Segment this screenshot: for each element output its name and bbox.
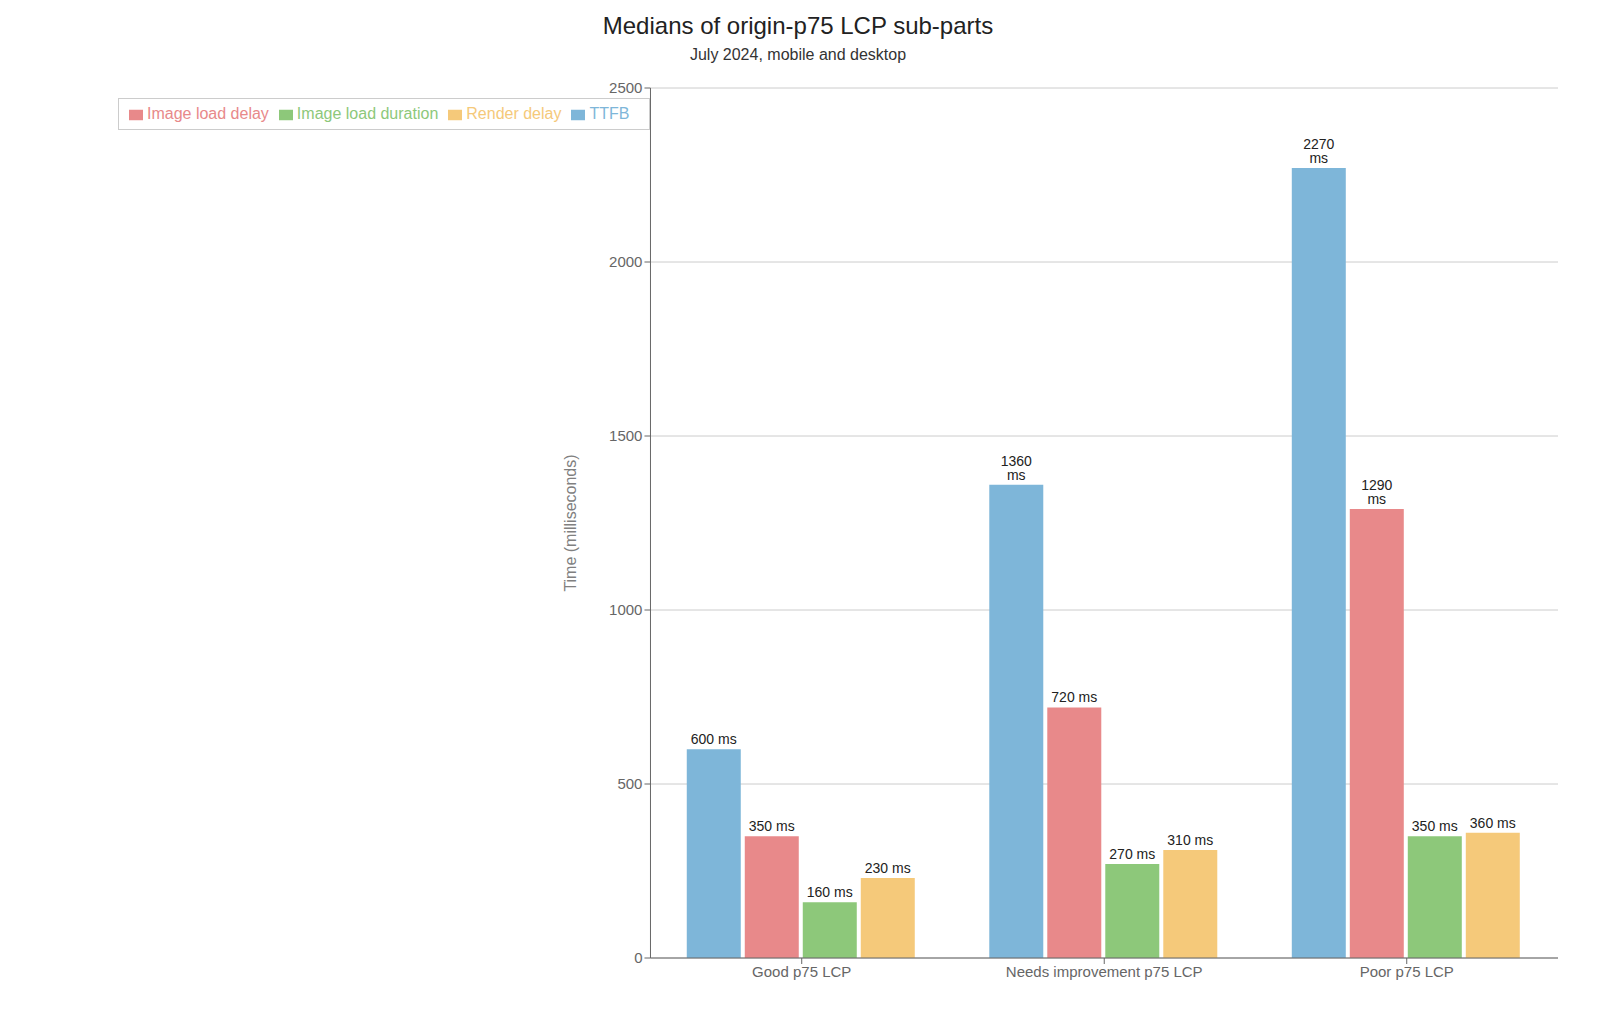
svg-text:230 ms: 230 ms [865, 860, 911, 876]
svg-text:1290ms: 1290ms [1361, 477, 1392, 507]
svg-text:1500: 1500 [609, 427, 642, 444]
html-text:Image load delay: Image load delay [147, 105, 269, 122]
svg-text:350 ms: 350 ms [749, 818, 795, 834]
svg-text:360 ms: 360 ms [1470, 815, 1516, 831]
svg-text:500: 500 [617, 775, 642, 792]
svg-text:1000: 1000 [609, 601, 642, 618]
svg-text:310 ms: 310 ms [1167, 832, 1213, 848]
svg-text:600 ms: 600 ms [691, 731, 737, 747]
svg-text:160 ms: 160 ms [807, 884, 853, 900]
svg-text:2270ms: 2270ms [1303, 136, 1334, 166]
svg-text:Time (milliseconds): Time (milliseconds) [562, 454, 579, 591]
svg-text:270 ms: 270 ms [1109, 846, 1155, 862]
svg-text:Needs improvement p75 LCP: Needs improvement p75 LCP [1006, 963, 1203, 980]
html-text:Render delay: Render delay [466, 105, 562, 122]
html-text:July 2024, mobile and desktop: July 2024, mobile and desktop [689, 46, 907, 63]
svg-text:0: 0 [634, 949, 642, 966]
svg-text:350 ms: 350 ms [1412, 818, 1458, 834]
html-text:TTFB: TTFB [589, 105, 630, 122]
html-text:Medians of origin-p75 LCP sub-: Medians of origin-p75 LCP sub-parts [602, 12, 994, 39]
html-text:Image load duration: Image load duration [296, 105, 439, 122]
svg-text:2500: 2500 [609, 79, 642, 96]
svg-text:720 ms: 720 ms [1051, 689, 1097, 705]
svg-text:Poor p75 LCP: Poor p75 LCP [1360, 963, 1454, 980]
svg-text:2000: 2000 [609, 253, 642, 270]
svg-text:Good p75 LCP: Good p75 LCP [752, 963, 851, 980]
svg-text:1360ms: 1360ms [1001, 453, 1032, 483]
